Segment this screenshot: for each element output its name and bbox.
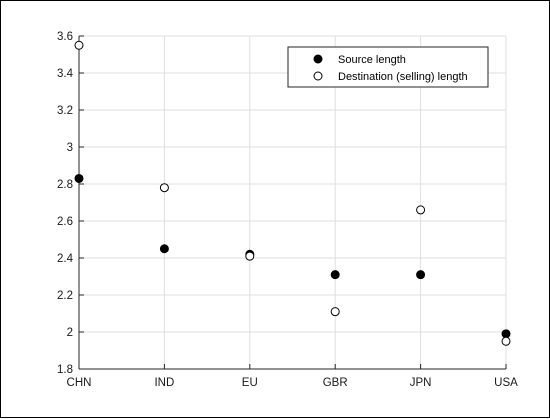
x-tick-label: USA [494,377,518,389]
y-tick-label: 2 [67,327,73,339]
legend: Source length Destination (selling) lengt… [287,46,489,88]
x-tick-label: CHN [67,377,92,389]
source-length-point [416,270,426,280]
y-tick-label: 3 [67,142,73,154]
source-length-point [501,329,511,339]
y-tick-label: 3.4 [57,68,74,80]
source-length-point [330,270,340,280]
destination-length-point [501,336,511,346]
legend-box [287,46,489,88]
y-tick-label: 2.2 [57,290,73,302]
legend-label-source: Source length [338,54,406,66]
y-tick-label: 3.6 [57,31,73,43]
legend-marker-destination [313,71,323,81]
tick-labels: 1.8 2 2.2 2.4 2.6 2.8 3 3.2 3.4 3.6 CHN IND EU GBR JPN… [57,31,518,389]
y-tick-label: 3.2 [57,105,73,117]
data-points [74,40,511,346]
y-tick-label: 1.8 [57,364,73,376]
x-tick-label: JPN [410,377,432,389]
destination-length-point [159,183,169,193]
legend-label-destination: Destination (selling) length [338,71,468,83]
source-length-point [74,173,84,183]
x-tick-label: IND [154,377,174,389]
source-length-point [159,244,169,254]
destination-length-point [416,205,426,215]
destination-length-point [330,307,340,317]
y-tick-label: 2.6 [57,216,73,228]
x-tick-label: EU [242,377,258,389]
x-tick-label: GBR [323,377,348,389]
legend-marker-source [313,54,323,64]
destination-length-point [74,40,84,50]
y-tick-label: 2.8 [57,179,73,191]
y-tick-label: 2.4 [57,253,74,265]
axes [78,35,507,370]
destination-length-point [245,251,255,261]
